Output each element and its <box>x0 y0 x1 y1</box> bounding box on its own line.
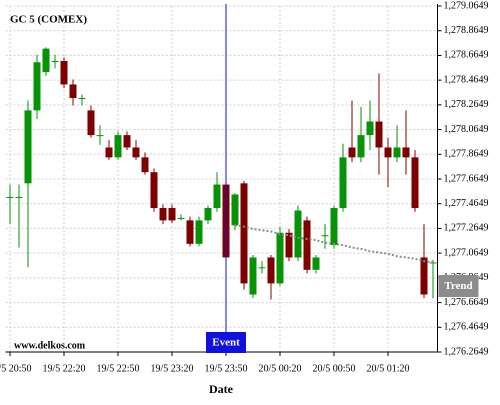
y-tick-label: 1,277.8649 <box>444 149 489 160</box>
candle-body <box>420 257 428 295</box>
y-tick-label: 1,279.0649 <box>444 0 489 11</box>
y-tick-label: 1,278.4649 <box>444 74 489 85</box>
x-tick-label: 19/5 23:20 <box>150 363 193 374</box>
candle-body <box>213 184 221 209</box>
y-tick-label: 1,278.6649 <box>444 50 489 61</box>
candle-body <box>168 208 176 221</box>
trend-label: Trend <box>444 280 472 292</box>
candle-body <box>195 220 203 244</box>
candle-body <box>105 147 113 158</box>
candle-body <box>60 60 68 85</box>
chart-title: GC 5 (COMEX) <box>10 14 87 26</box>
trend-line <box>234 224 434 264</box>
trend-label-box <box>438 275 479 297</box>
candle-body <box>123 135 131 148</box>
y-tick-label: 1,276.4649 <box>444 322 489 333</box>
y-tick-label: 1,278.0649 <box>444 124 489 135</box>
candle-body <box>393 147 401 158</box>
grid: 1,276.26491,276.46491,276.66491,276.8649… <box>0 0 489 374</box>
watermark: www.delkos.com <box>14 340 86 351</box>
candle-body <box>339 157 347 209</box>
candle-body <box>402 147 410 158</box>
candle-body <box>384 147 392 158</box>
event-label: Event <box>212 337 240 349</box>
candle-body <box>33 62 41 111</box>
candle-body <box>78 98 86 100</box>
candle-body <box>348 147 356 158</box>
x-tick-label: 19/5 22:20 <box>42 363 85 374</box>
candle-body <box>429 262 437 264</box>
candle-body <box>312 257 320 270</box>
candle-body <box>375 121 383 148</box>
y-tick-label: 1,278.2649 <box>444 99 489 110</box>
candle-body <box>240 183 248 284</box>
x-tick-label: 19/5 22:50 <box>96 363 139 374</box>
candle-body <box>69 84 77 99</box>
candle-body <box>51 60 59 62</box>
candle-body <box>294 210 302 258</box>
candle-body <box>366 121 374 136</box>
candle-body <box>231 194 239 226</box>
event-label-box <box>206 332 246 353</box>
candle-body <box>6 196 14 198</box>
y-tick-label: 1,277.2649 <box>444 223 489 234</box>
y-tick-label: 1,277.6649 <box>444 173 489 184</box>
x-tick-label: 20/5 00:50 <box>312 363 355 374</box>
x-tick-label: 19/5 23:50 <box>204 363 247 374</box>
candle-body <box>321 235 329 237</box>
candle-body <box>42 48 50 73</box>
candle-body <box>357 135 365 158</box>
x-tick-label: 19/5 20:50 <box>0 363 32 374</box>
candle-body <box>303 220 311 270</box>
candle-body <box>132 147 140 158</box>
candle-body <box>249 257 257 295</box>
overlay: Trend Event <box>206 4 479 353</box>
candle-body <box>204 208 212 221</box>
y-tick-label: 1,277.0649 <box>444 247 489 258</box>
candle-body <box>177 217 185 219</box>
y-tick-label: 1,278.8649 <box>444 25 489 36</box>
y-tick-label: 1,276.6649 <box>444 297 489 308</box>
candle-body <box>114 135 122 158</box>
candle-body <box>15 196 23 198</box>
x-tick-label: 20/5 00:20 <box>258 363 301 374</box>
candle-body <box>411 157 419 209</box>
candle-body <box>96 135 104 137</box>
x-tick-label: 20/5 01:20 <box>366 363 409 374</box>
candle-body <box>285 232 293 258</box>
candle-body <box>87 110 95 136</box>
candle-body <box>24 110 32 184</box>
y-tick-label: 1,276.2649 <box>444 346 489 357</box>
candle-body <box>276 232 284 284</box>
candle-body <box>141 157 149 173</box>
y-tick-label: 1,277.4649 <box>444 198 489 209</box>
candle-body <box>258 267 266 269</box>
candle-body <box>330 208 338 246</box>
candle-body <box>267 257 275 284</box>
candle-body <box>159 208 167 221</box>
candle-body <box>150 172 158 209</box>
x-axis-title: Date <box>209 382 234 396</box>
candle-body <box>186 220 194 244</box>
